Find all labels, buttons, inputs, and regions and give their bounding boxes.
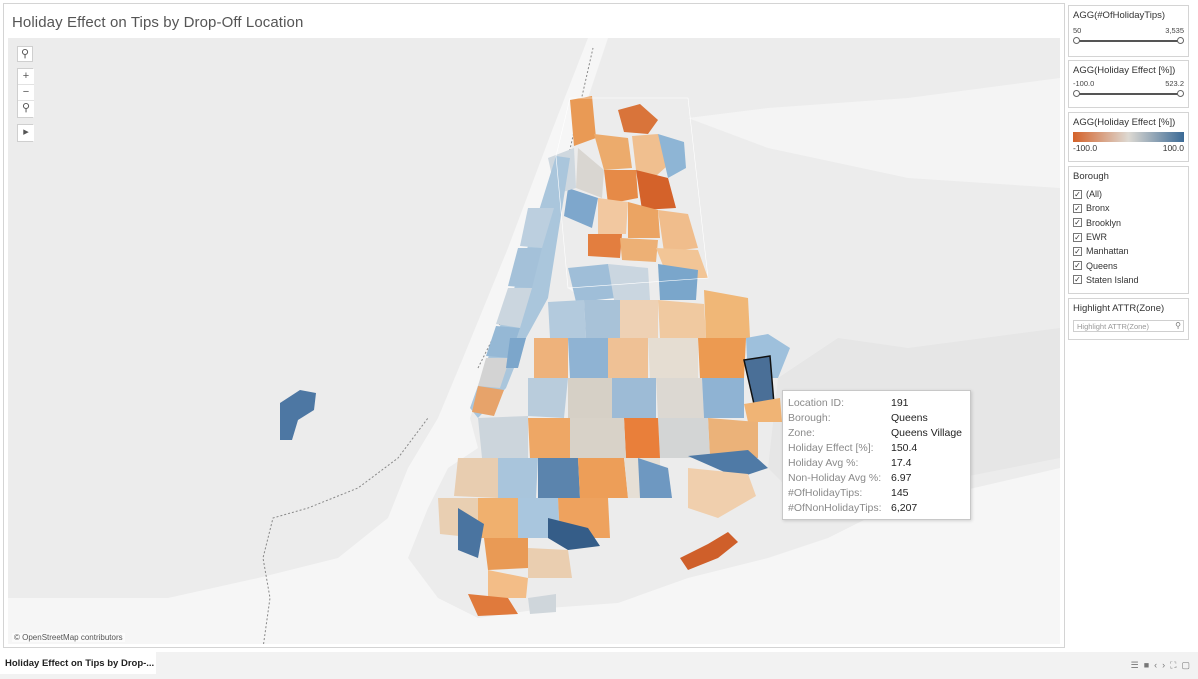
tooltip-label: Borough: <box>788 412 831 424</box>
tooltip-value: 191 <box>891 397 909 409</box>
tooltip-label: Non-Holiday Avg %: <box>788 472 882 484</box>
sheet-navigation: ☰ ■ ‹ › ⛶ ▢ <box>1131 660 1190 670</box>
checkbox-checked-icon[interactable]: ✓ <box>1073 203 1082 213</box>
map-attribution[interactable]: © OpenStreetMap contributors <box>12 633 125 642</box>
highlight-placeholder: Highlight ATTR(Zone) <box>1077 322 1149 331</box>
tooltip-value: Queens Village <box>891 427 963 439</box>
search-icon[interactable]: ⚲ <box>17 46 33 62</box>
slider-max-handle[interactable] <box>1177 90 1184 97</box>
borough-option-label: (All) <box>1086 189 1102 200</box>
tooltip-row: #OfHolidayTips: 145 <box>788 486 970 501</box>
holiday-effect-slider[interactable] <box>1073 89 1184 99</box>
page-title: Holiday Effect on Tips by Drop-Off Locat… <box>12 14 304 31</box>
zoom-in-button[interactable]: + <box>18 69 34 85</box>
tab-holiday-effect[interactable]: Holiday Effect on Tips by Drop-... <box>0 652 156 674</box>
checkbox-checked-icon[interactable]: ✓ <box>1073 232 1082 242</box>
tooltip-value: 6,207 <box>891 502 918 514</box>
tooltip-row: Holiday Avg %: 17.4 <box>788 456 970 471</box>
search-icon: ⚲ <box>1175 321 1181 330</box>
color-legend-card: AGG(Holiday Effect [%]) -100.0 100.0 <box>1068 112 1189 162</box>
choropleth-map[interactable]: ⚲ + − ⚲ ▸ © OpenStreetMap contributors <box>8 38 1060 644</box>
checkbox-checked-icon[interactable]: ✓ <box>1073 261 1082 271</box>
tooltip-label: Holiday Avg %: <box>788 457 859 469</box>
tooltip-label: Location ID: <box>788 397 845 409</box>
borough-option-label: Staten Island <box>1086 274 1139 285</box>
borough-option[interactable]: ✓ EWR <box>1069 230 1188 244</box>
borough-option-label: EWR <box>1086 232 1107 243</box>
expand-icon[interactable]: ▸ <box>18 125 34 141</box>
worksheet-panel: Holiday Effect on Tips by Drop-Off Locat… <box>3 3 1065 648</box>
tooltip-value: 150.4 <box>891 442 918 454</box>
borough-option-label: Bronx <box>1086 203 1110 214</box>
highlight-card: Highlight ATTR(Zone) Highlight ATTR(Zone… <box>1068 298 1189 340</box>
map-toolbar: ⚲ + − ⚲ ▸ <box>17 46 34 142</box>
checkbox-checked-icon[interactable]: ✓ <box>1073 218 1082 228</box>
filter-title: AGG(Holiday Effect [%]) <box>1073 65 1176 76</box>
tooltip-row: Zone: Queens Village <box>788 426 970 441</box>
highlight-title: Highlight ATTR(Zone) <box>1073 303 1165 314</box>
filter-holiday-tips-card: AGG(#OfHolidayTips) 50 3,535 <box>1068 5 1189 57</box>
map-canvas[interactable] <box>8 38 1060 644</box>
borough-option[interactable]: ✓ Queens <box>1069 258 1188 272</box>
legend-max: 100.0 <box>1162 143 1184 153</box>
tooltip-row: #OfNonHolidayTips: 6,207 <box>788 501 970 516</box>
slider-min-handle[interactable] <box>1073 37 1080 44</box>
previous-sheet-icon[interactable]: ‹ <box>1154 660 1158 670</box>
borough-option[interactable]: ✓ Brooklyn <box>1069 216 1188 230</box>
borough-option[interactable]: ✓ (All) <box>1069 187 1188 201</box>
filter-title: AGG(#OfHolidayTips) <box>1073 10 1166 21</box>
borough-filter-card: Borough ✓ (All) ✓ Bronx ✓ Brooklyn ✓ EWR ✓ Manhat… <box>1068 166 1189 294</box>
range-min: -100.0 <box>1073 79 1095 88</box>
filter-holiday-effect-card: AGG(Holiday Effect [%]) -100.0 523.2 <box>1068 60 1189 108</box>
slider-track <box>1076 93 1181 95</box>
legend-title: AGG(Holiday Effect [%]) <box>1073 117 1176 128</box>
pin-icon[interactable]: ⚲ <box>18 101 34 117</box>
range-min: 50 <box>1073 26 1082 35</box>
tooltip-label: #OfNonHolidayTips: <box>788 502 882 514</box>
range-max: 523.2 <box>1165 79 1184 88</box>
bottom-bar: Holiday Effect on Tips by Drop-... ☰ ■ ‹… <box>0 652 1198 679</box>
checkbox-checked-icon[interactable]: ✓ <box>1073 275 1082 285</box>
borough-option-label: Brooklyn <box>1086 217 1122 228</box>
fit-icon[interactable]: ⛶ <box>1170 660 1177 670</box>
borough-option-label: Manhattan <box>1086 246 1129 257</box>
slider-max-handle[interactable] <box>1177 37 1184 44</box>
next-sheet-icon[interactable]: › <box>1162 660 1166 670</box>
slider-min-handle[interactable] <box>1073 90 1080 97</box>
zoom-controls: + − ⚲ <box>17 68 34 118</box>
legend-gradient <box>1073 132 1184 142</box>
expand-controls: ▸ <box>17 124 34 142</box>
tooltip-label: #OfHolidayTips: <box>788 487 863 499</box>
zoom-out-button[interactable]: − <box>18 85 34 101</box>
borough-option[interactable]: ✓ Bronx <box>1069 201 1188 215</box>
tooltip-value: Queens <box>891 412 928 424</box>
tooltip-value: 145 <box>891 487 909 499</box>
borough-option[interactable]: ✓ Staten Island <box>1069 273 1188 287</box>
tooltip-row: Holiday Effect [%]: 150.4 <box>788 441 970 456</box>
borough-option-label: Queens <box>1086 260 1118 271</box>
borough-title: Borough <box>1073 171 1109 182</box>
tooltip: Location ID: 191 Borough: Queens Zone: Queens… <box>782 390 971 520</box>
grid-view-icon[interactable]: ■ <box>1143 660 1150 670</box>
holiday-tips-slider[interactable] <box>1073 36 1184 46</box>
legend-min: -100.0 <box>1073 143 1098 153</box>
tooltip-label: Zone: <box>788 427 815 439</box>
tooltip-row: Borough: Queens <box>788 411 970 426</box>
checkbox-checked-icon[interactable]: ✓ <box>1073 189 1082 199</box>
tooltip-label: Holiday Effect [%]: <box>788 442 874 454</box>
slider-track <box>1076 40 1181 42</box>
tooltip-row: Non-Holiday Avg %: 6.97 <box>788 471 970 486</box>
tooltip-value: 17.4 <box>891 457 912 469</box>
tooltip-row: Location ID: 191 <box>788 396 970 411</box>
borough-list: ✓ (All) ✓ Bronx ✓ Brooklyn ✓ EWR ✓ Manhattan ✓ Quee… <box>1069 187 1188 287</box>
fullscreen-icon[interactable]: ▢ <box>1181 660 1190 670</box>
borough-option[interactable]: ✓ Manhattan <box>1069 244 1188 258</box>
highlight-input[interactable]: Highlight ATTR(Zone) ⚲ <box>1073 320 1184 332</box>
checkbox-checked-icon[interactable]: ✓ <box>1073 246 1082 256</box>
list-view-icon[interactable]: ☰ <box>1130 660 1139 670</box>
range-max: 3,535 <box>1165 26 1184 35</box>
tooltip-value: 6.97 <box>891 472 912 484</box>
